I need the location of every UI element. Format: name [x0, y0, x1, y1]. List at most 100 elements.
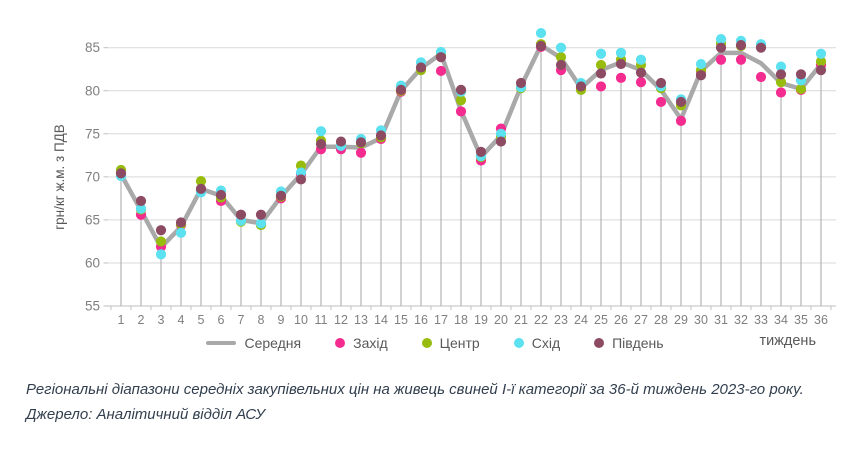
series-dot-Південь — [775, 69, 787, 80]
legend-item-Захід: Захід — [335, 335, 388, 351]
x-tick-label: 34 — [774, 313, 788, 327]
series-dot-Центр — [195, 176, 207, 187]
series-dot-Схід — [255, 218, 267, 229]
legend-label: Центр — [439, 335, 480, 351]
series-dot-Схід — [555, 42, 567, 53]
series-dot-Захід — [755, 71, 767, 83]
series-dot-Південь — [175, 217, 187, 228]
legend-item-Південь: Південь — [594, 335, 664, 351]
x-tick-label: 6 — [218, 313, 225, 327]
series-dot-Південь — [475, 146, 487, 157]
source-text: Джерело: Аналітичний відділ АСУ — [26, 406, 265, 424]
x-tick-label: 25 — [594, 313, 608, 327]
series-dot-Південь — [555, 59, 567, 71]
series-dot-Схід — [495, 128, 507, 139]
series-dot-Захід — [595, 81, 607, 92]
y-tick-label: 80 — [85, 83, 100, 98]
series-dot-Південь — [275, 190, 287, 201]
series-dot-Південь — [535, 40, 547, 52]
price-chart: 55 60 65 70 75 80 85 1 2 3 4 5 6 7 8 9 10 11 12 13 14 15 16 17 1… — [52, 27, 836, 327]
x-tick-label: 22 — [534, 313, 548, 327]
series-dot-Південь — [815, 64, 827, 76]
series-dot-Південь — [375, 130, 387, 141]
series-dot-Південь — [115, 168, 127, 179]
series-dot-Захід — [355, 147, 367, 158]
series-dot-Південь — [415, 62, 427, 73]
series-dot-Захід — [655, 96, 667, 108]
x-tick-label: 15 — [394, 313, 408, 327]
series-dot-Захід — [715, 54, 727, 65]
series-dot-Південь — [795, 69, 807, 80]
y-tick-label: 75 — [85, 126, 100, 141]
x-tick-label: 29 — [674, 313, 688, 327]
legend-line-swatch — [206, 341, 237, 345]
legend-label: Середня — [244, 335, 302, 351]
legend-dot-swatch — [421, 338, 432, 348]
series-dot-Південь — [635, 67, 647, 78]
series-dot-Центр — [555, 52, 567, 63]
y-tick-label: 55 — [85, 299, 100, 314]
x-tick-label: 8 — [258, 313, 265, 327]
series-dot-Південь — [335, 136, 347, 147]
caption-block: Регіональні діапазони середніх закупівел… — [26, 378, 854, 427]
series-dot-Південь — [515, 77, 527, 89]
series-dot-Захід — [455, 106, 467, 117]
legend-item-Середня: Середня — [206, 335, 301, 351]
legend-label: Схід — [531, 335, 561, 351]
legend-item-Схід: Схід — [513, 335, 561, 351]
x-tick-label: 35 — [794, 313, 808, 327]
series-dot-Південь — [655, 77, 667, 89]
series-dot-Південь — [355, 137, 367, 148]
series-dot-Схід — [315, 126, 327, 137]
series-dot-Південь — [695, 70, 707, 81]
x-tick-label: 27 — [634, 313, 648, 327]
legend-label: Захід — [353, 335, 388, 351]
legend-dot-swatch — [594, 338, 605, 348]
x-tick-label: 31 — [714, 313, 728, 327]
x-tick-label: 24 — [574, 313, 588, 327]
series-dot-Південь — [575, 81, 587, 92]
series-dot-Схід — [615, 47, 627, 58]
series-dot-Схід — [175, 227, 187, 238]
series-line-Середня — [118, 42, 824, 250]
series-dot-Південь — [135, 195, 147, 207]
series-dot-Схід — [695, 58, 707, 70]
x-tick-label: 7 — [238, 313, 245, 327]
x-tick-label: 9 — [278, 313, 285, 327]
x-tick-label: 30 — [694, 313, 708, 327]
x-tick-label: 16 — [414, 313, 428, 327]
caption-text: Регіональні діапазони середніх закупівел… — [26, 381, 804, 398]
series-dot-Захід — [615, 72, 627, 83]
series-dot-Центр — [155, 236, 167, 247]
series-dot-Захід — [635, 77, 647, 88]
y-tick-label: 85 — [85, 40, 100, 55]
x-tick-label: 17 — [434, 313, 448, 327]
series-dot-Центр — [595, 59, 607, 71]
series-dot-Південь — [215, 189, 227, 201]
legend-label: Південь — [612, 335, 664, 351]
x-tick-label: 20 — [494, 313, 508, 327]
series-dot-Центр — [455, 95, 467, 106]
series-dot-Південь — [195, 183, 207, 195]
x-axis-title: тиждень — [759, 333, 816, 349]
x-tick-label: 5 — [198, 313, 205, 327]
legend-item-Центр: Центр — [421, 335, 480, 351]
x-tick-label: 36 — [814, 313, 828, 327]
x-tick-label: 21 — [514, 313, 528, 327]
y-tick-label: 65 — [85, 212, 100, 227]
x-tick-label: 12 — [334, 313, 348, 327]
series-dot-Південь — [735, 40, 747, 51]
series-dot-Схід — [715, 33, 727, 45]
series-dot-Південь — [615, 58, 627, 70]
series-dot-Центр — [795, 83, 807, 95]
series-dot-Південь — [155, 225, 167, 236]
legend-dot-swatch — [513, 338, 524, 348]
series-dot-Південь — [235, 209, 247, 220]
series-dot-Південь — [315, 139, 327, 150]
series-dot-Схід — [775, 61, 787, 72]
series-dot-Південь — [395, 84, 407, 95]
series-dot-Схід — [155, 249, 167, 260]
series-dot-Захід — [775, 87, 787, 98]
